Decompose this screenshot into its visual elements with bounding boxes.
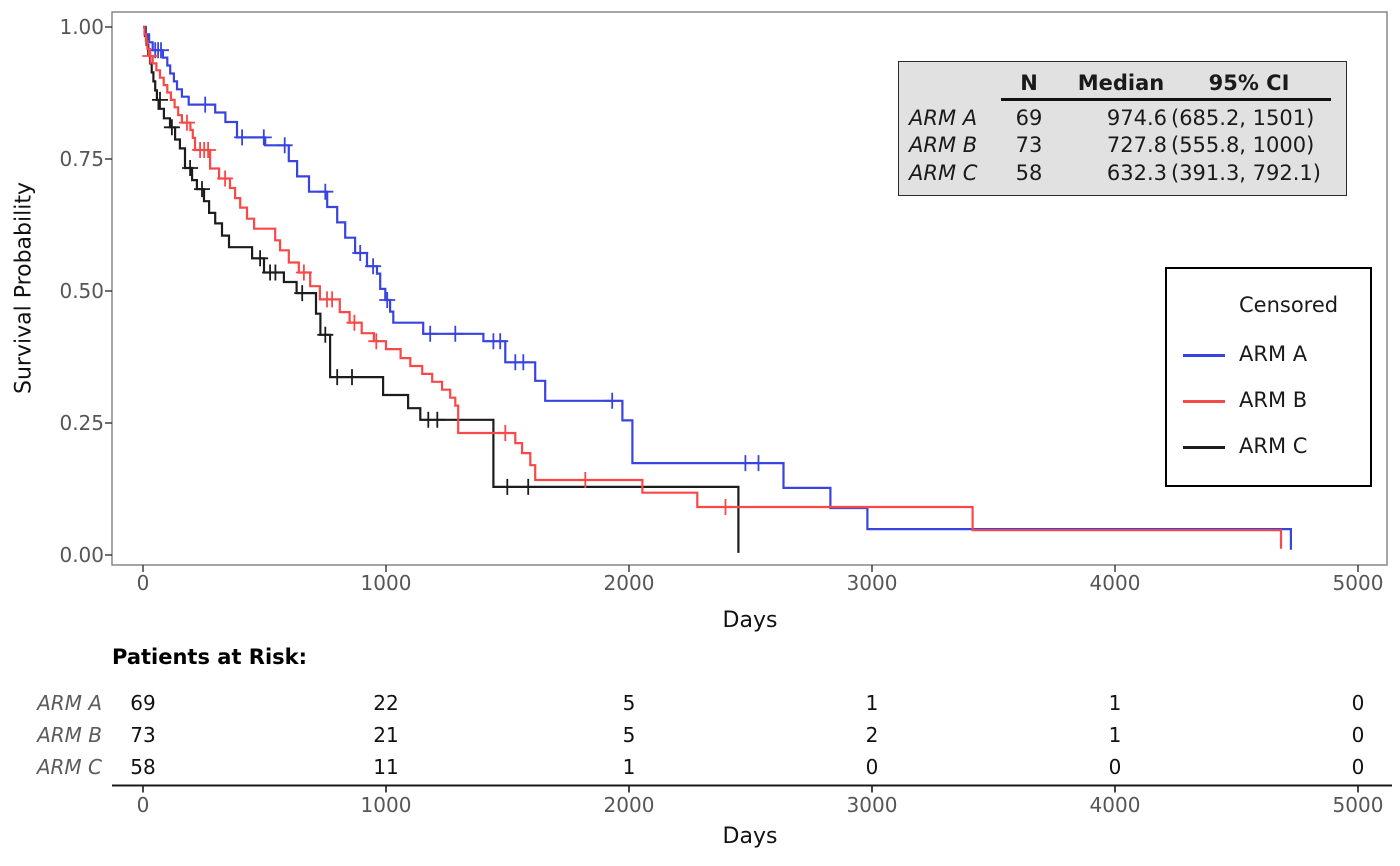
risk-count: 0 [865,755,879,779]
risk-count: 21 [373,723,399,747]
summary-n-value: 73 [1015,133,1043,157]
y-tick-label: 0.75 [59,147,104,171]
summary-table-header-rule [1001,98,1331,101]
legend: Censored ARM A ARM B ARM C [1165,267,1372,487]
summary-ci-value: (685.2, 1501) [1171,106,1315,130]
x-tick-label: 5000 [1332,571,1384,595]
risk-x-axis-title: Days [722,824,778,849]
survival-summary-table: N Median 95% CI ARM A 69 974.6 (685.2, 1501) AR… [898,61,1347,196]
legend-line-swatch [1183,354,1225,357]
censor-marks-arm-b [142,48,734,515]
summary-header-95-ci: 95% CI [1208,71,1290,95]
x-tick-label: 2000 [603,571,655,595]
summary-n-value: 58 [1015,161,1043,185]
risk-x-tick-label: 4000 [1089,793,1141,817]
km-curve-arm-c [143,25,740,553]
risk-count: 1 [1108,723,1122,747]
risk-count: 5 [622,691,636,715]
risk-row-label: ARM A [37,691,102,715]
summary-median-value: 974.6 [1106,106,1167,130]
summary-ci-value: (555.8, 1000) [1171,133,1315,157]
summary-row-label: ARM B [909,133,978,157]
risk-row-label: ARM B [37,723,102,747]
x-tick-label: 4000 [1089,571,1141,595]
summary-ci-value: (391.3, 792.1) [1171,161,1321,185]
summary-median-value: 727.8 [1106,133,1167,157]
x-tick-label: 0 [136,571,150,595]
risk-count: 1 [1108,691,1122,715]
y-axis-title: Survival Probability [11,182,37,394]
censor-marks-arm-c [152,91,537,495]
plot-panel-border [111,11,1388,566]
legend-line-swatch [1183,446,1225,449]
y-tick-label: 1.00 [59,15,104,39]
risk-x-tick-label: 0 [136,793,150,817]
censor-marks-arm-a [147,42,767,472]
y-tick-label: 0.25 [59,411,104,435]
summary-n-value: 69 [1015,106,1043,130]
summary-header-n: N [1020,71,1038,95]
y-tick-label: 0.00 [59,543,104,567]
risk-count: 5 [622,723,636,747]
risk-count: 58 [130,755,156,779]
risk-x-tick-label: 5000 [1332,793,1384,817]
risk-count: 22 [373,691,399,715]
summary-median-value: 632.3 [1106,161,1167,185]
risk-x-tick-label: 2000 [603,793,655,817]
summary-row-label: ARM A [909,106,978,130]
risk-count: 0 [1351,755,1365,779]
risk-count: 73 [130,723,156,747]
summary-row-label: ARM C [909,161,978,185]
legend-label: Censored [1239,293,1339,317]
risk-count: 0 [1351,691,1365,715]
x-axis-title: Days [722,608,778,633]
risk-count: 0 [1351,723,1365,747]
risk-count: 0 [1108,755,1122,779]
km-curve-arm-b [143,25,1283,549]
risk-x-tick-label: 3000 [846,793,898,817]
risk-count: 69 [130,691,156,715]
x-tick-label: 1000 [360,571,412,595]
legend-label: ARM B [1239,388,1308,412]
risk-x-tick-label: 1000 [360,793,412,817]
legend-label: ARM A [1239,342,1308,366]
risk-count: 2 [865,723,879,747]
y-tick-label: 0.50 [59,279,104,303]
risk-row-label: ARM C [36,755,102,779]
summary-header-median: Median [1077,71,1165,95]
risk-count: 1 [865,691,879,715]
legend-label: ARM C [1239,434,1308,458]
risk-count: 11 [373,755,399,779]
x-tick-label: 3000 [846,571,898,595]
patients-at-risk-title: Patients at Risk: [112,645,308,669]
risk-count: 1 [622,755,636,779]
km-curve-arm-a [143,25,1292,550]
legend-line-swatch [1183,400,1225,403]
